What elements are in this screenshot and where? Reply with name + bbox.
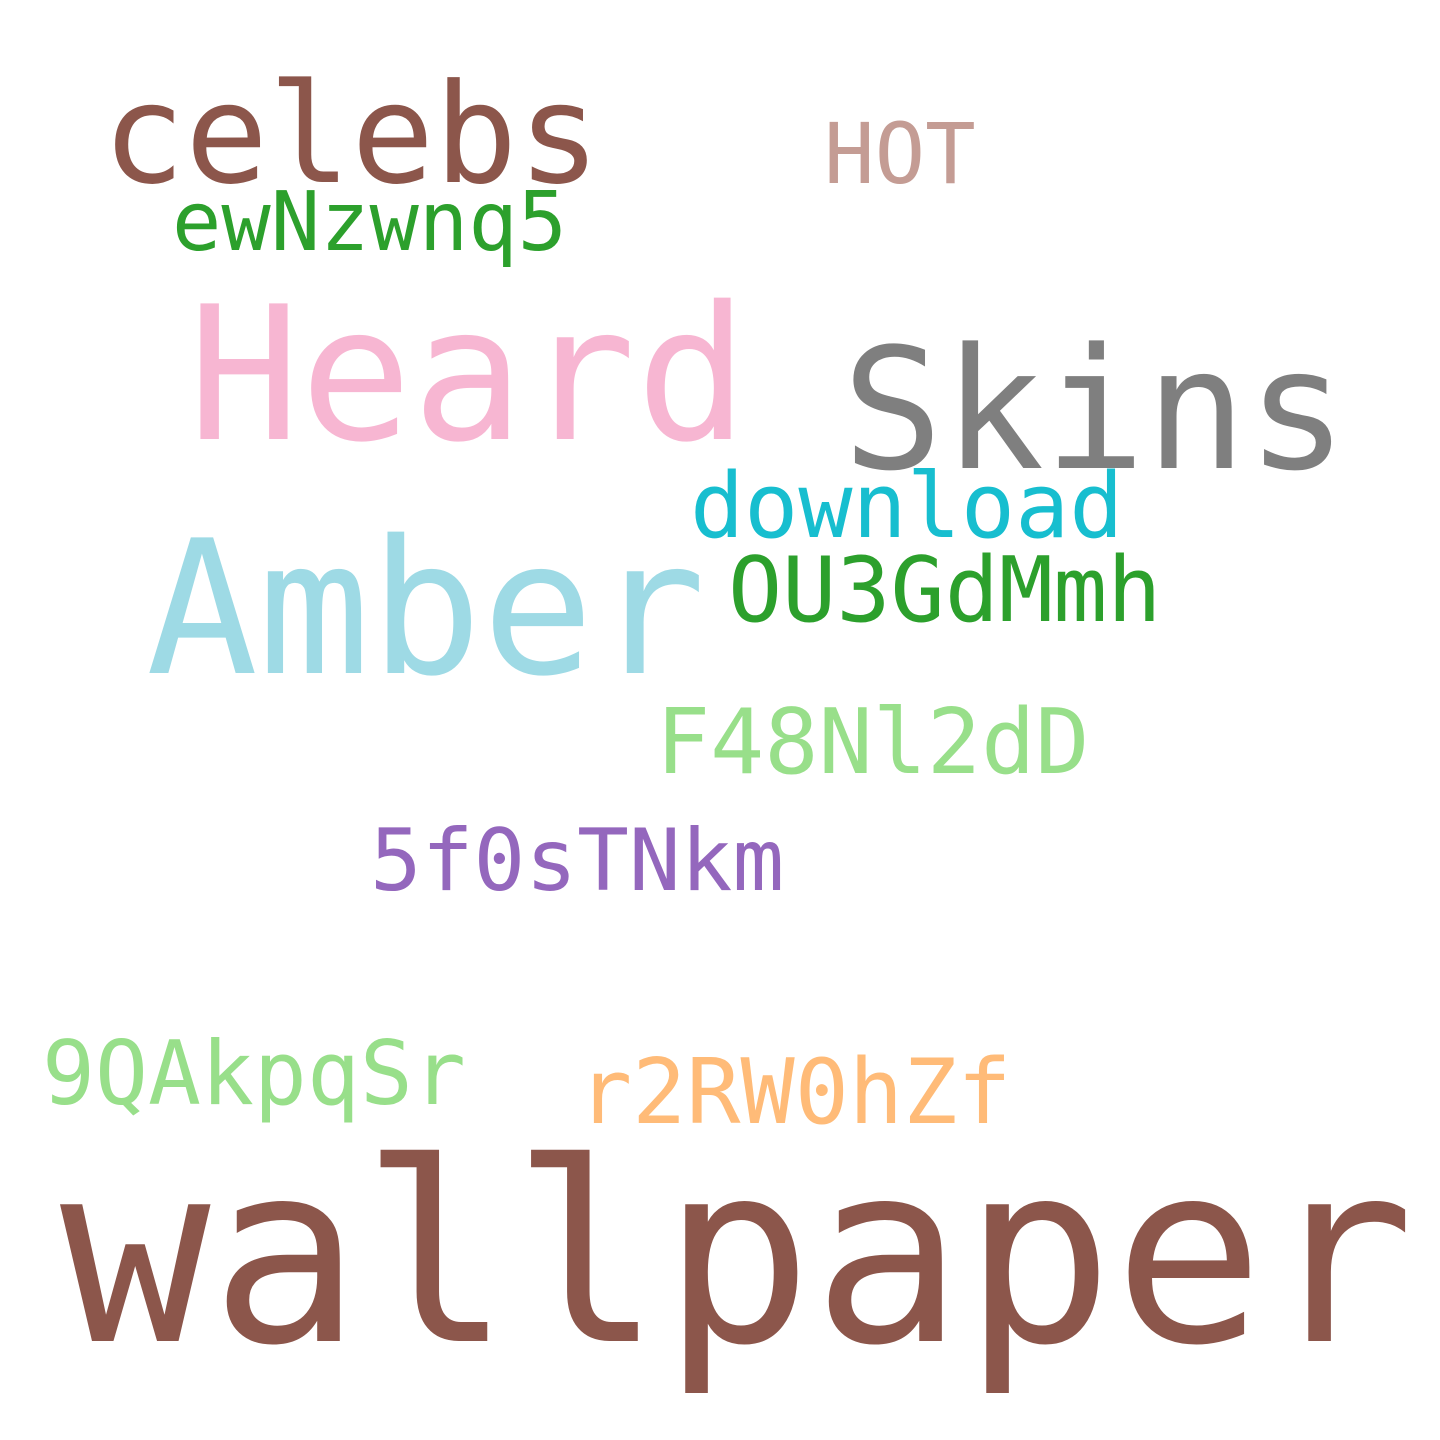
word-9qakpqsr: 9QAkpqSr: [42, 1022, 466, 1125]
word-f48nl2dd: F48Nl2dD: [656, 690, 1090, 795]
word-amber: Amber: [146, 500, 706, 717]
word-heard: Heard: [188, 266, 748, 483]
word-r2rw0hzf: r2RW0hZf: [578, 1040, 1012, 1145]
word-wallpaper: wallpaper: [60, 1109, 1415, 1400]
word-skins: Skins: [842, 312, 1348, 508]
word-celebs: celebs: [102, 54, 601, 215]
word-hot: HOT: [824, 105, 976, 203]
word-5f0stnkm: 5f0sTNkm: [370, 811, 785, 911]
word-ou3gdmmh: OU3GdMmh: [728, 538, 1162, 643]
word-download: download: [690, 454, 1124, 559]
word-ewnzwnq5: ewNzwnq5: [172, 175, 567, 270]
